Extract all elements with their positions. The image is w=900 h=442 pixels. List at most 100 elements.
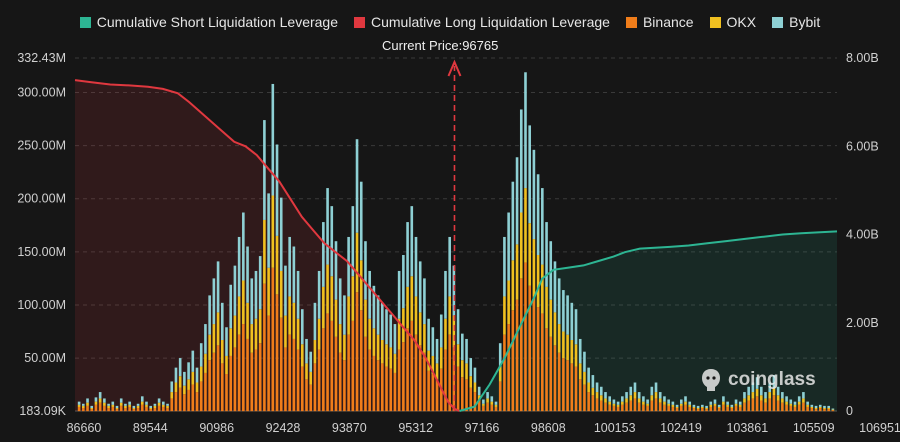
bar-group-69 (368, 270, 371, 412)
bar-okx-176 (818, 406, 822, 408)
legend-item-bybit[interactable]: Bybit (772, 14, 820, 30)
bar-binance-40 (246, 338, 249, 412)
long-leverage-line (74, 79, 460, 412)
bar-bybit-134 (642, 396, 645, 402)
bar-group-113 (553, 261, 557, 412)
bar-bybit-32 (212, 278, 216, 325)
bar-group-41 (250, 278, 254, 412)
bar-bybit-175 (814, 405, 818, 408)
bar-bybit-109 (536, 174, 540, 256)
bar-okx-59 (326, 264, 329, 314)
bar-bybit-125 (604, 392, 607, 399)
bar-binance-145 (688, 406, 692, 412)
bar-group-161 (755, 377, 759, 412)
bar-okx-119 (578, 363, 582, 380)
bar-bybit-14 (136, 403, 140, 406)
bar-okx-45 (267, 267, 270, 316)
bar-binance-163 (764, 402, 767, 412)
bar-bybit-128 (616, 401, 620, 405)
bar-bybit-118 (574, 309, 578, 345)
bar-bybit-84 (431, 327, 435, 356)
bar-group-61 (334, 241, 338, 412)
x-label-4: 93870 (332, 421, 367, 435)
bar-binance-47 (275, 294, 279, 412)
bar-bybit-78 (406, 222, 409, 287)
bar-group-135 (646, 399, 649, 412)
bar-okx-60 (330, 276, 334, 321)
bar-binance-133 (637, 402, 641, 412)
bar-bybit-24 (178, 358, 182, 377)
bar-bybit-34 (220, 302, 224, 341)
bar-bybit-6 (103, 398, 106, 403)
bar-bybit-98 (490, 396, 494, 402)
bar-bybit-179 (831, 408, 835, 410)
bar-okx-129 (621, 401, 624, 405)
bar-okx-128 (616, 404, 620, 407)
bar-binance-68 (364, 336, 367, 412)
bar-group-120 (583, 351, 586, 412)
bar-binance-160 (751, 398, 755, 412)
bar-okx-114 (557, 324, 561, 353)
bar-group-119 (578, 338, 582, 412)
bar-binance-102 (507, 324, 510, 412)
bar-group-31 (208, 295, 211, 412)
legend: Cumulative Short Liquidation Leverage Cu… (0, 14, 900, 30)
bar-group-81 (418, 261, 422, 412)
legend-item-binance[interactable]: Binance (625, 14, 694, 30)
bar-okx-84 (431, 355, 435, 375)
bar-okx-171 (797, 401, 801, 405)
bar-okx-132 (633, 392, 637, 399)
bar-okx-147 (696, 408, 700, 410)
y-left-label-7: 332.43M (17, 51, 66, 65)
legend-item-short[interactable]: Cumulative Short Liquidation Leverage (79, 14, 338, 30)
bar-binance-124 (599, 400, 603, 412)
bar-bybit-21 (166, 403, 169, 406)
bar-okx-169 (789, 403, 793, 406)
bar-binance-32 (212, 352, 216, 412)
bar-group-115 (562, 290, 565, 412)
legend-item-okx[interactable]: OKX (709, 14, 756, 30)
legend-item-long[interactable]: Cumulative Long Liquidation Leverage (354, 14, 610, 30)
bar-okx-77 (402, 308, 405, 343)
bar-bybit-142 (675, 404, 679, 407)
bar-group-73 (385, 309, 388, 412)
bar-group-56 (313, 302, 317, 412)
bar-binance-144 (684, 404, 687, 412)
bar-bybit-99 (494, 401, 498, 405)
bar-binance-15 (140, 404, 144, 412)
bar-binance-54 (305, 379, 308, 412)
bar-group-52 (296, 270, 300, 412)
bar-group-42 (254, 270, 258, 412)
bar-okx-11 (124, 405, 127, 408)
bar-binance-46 (271, 267, 275, 412)
bar-okx-78 (406, 286, 409, 329)
bar-bybit-25 (183, 371, 186, 386)
bar-binance-90 (456, 366, 460, 412)
bar-group-35 (225, 327, 228, 412)
bar-group-141 (671, 401, 675, 412)
y-left-label-4: 200.00M (17, 192, 66, 206)
bar-binance-88 (448, 334, 451, 412)
bar-bybit-160 (751, 382, 755, 393)
bar-bybit-156 (734, 399, 738, 404)
bar-bybit-81 (418, 261, 422, 313)
bar-binance-64 (347, 334, 350, 412)
bar-group-65 (351, 206, 355, 412)
bar-okx-76 (397, 318, 401, 350)
bar-binance-58 (322, 328, 325, 412)
x-label-11: 105509 (793, 421, 835, 435)
bar-okx-12 (128, 404, 131, 407)
bar-okx-38 (237, 296, 241, 335)
bar-binance-111 (545, 328, 548, 412)
bar-bybit-5 (98, 392, 102, 399)
bar-bybit-103 (511, 181, 515, 261)
bar-group-10 (119, 398, 123, 412)
bar-binance-79 (410, 320, 414, 412)
y-left-label-5: 250.00M (17, 139, 66, 153)
bar-group-13 (132, 405, 136, 412)
bar-group-154 (726, 401, 729, 412)
bar-okx-72 (381, 340, 384, 364)
bar-okx-173 (806, 404, 809, 407)
bar-binance-94 (473, 392, 477, 412)
bar-group-54 (305, 338, 308, 412)
